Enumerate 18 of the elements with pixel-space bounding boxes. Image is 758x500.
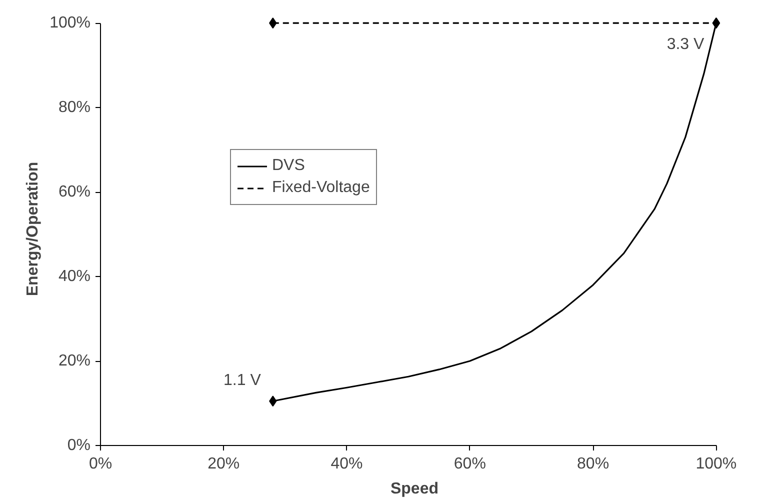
annotation: 1.1 V bbox=[224, 372, 262, 390]
x-tick-label: 100% bbox=[696, 456, 737, 472]
y-tick-label: 60% bbox=[58, 184, 91, 201]
x-tick-label: 40% bbox=[330, 456, 363, 472]
y-tick-label: 100% bbox=[50, 14, 90, 32]
y-tick-label: 80% bbox=[58, 99, 91, 116]
legend-label: DVS bbox=[272, 157, 305, 175]
x-tick-label: 20% bbox=[208, 456, 240, 472]
annotation: 3.3 V bbox=[666, 36, 705, 54]
x-tick-label: 80% bbox=[577, 456, 610, 472]
y-tick-label: 0% bbox=[67, 437, 90, 454]
x-tick-label: 0% bbox=[88, 456, 112, 472]
x-tick-label: 60% bbox=[454, 456, 486, 472]
y-axis-title: Energy/Operation bbox=[24, 162, 42, 296]
y-tick-label: 20% bbox=[58, 352, 91, 370]
y-tick-label: 40% bbox=[58, 268, 91, 286]
legend-label: Fixed-Voltage bbox=[272, 179, 370, 197]
x-axis-title: Speed bbox=[390, 480, 439, 498]
